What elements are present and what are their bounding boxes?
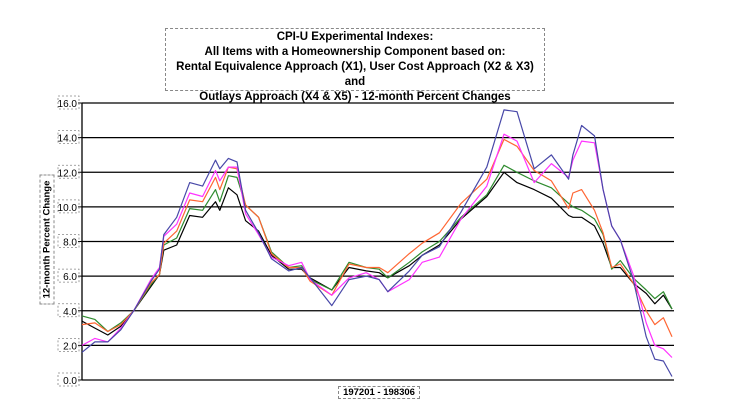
y-tick-label: 16.0: [58, 99, 78, 110]
x-axis-label: 197201 - 198306: [338, 386, 420, 399]
y-tick-box: [57, 303, 80, 318]
title-line: Outlays Approach (X4 & X5) - 12-month Pe…: [199, 91, 511, 103]
y-tick-label: 6.0: [63, 272, 77, 283]
y-axis-label: 12-month Percent Change: [39, 174, 55, 305]
y-tick-box: [57, 268, 80, 283]
y-tick-label: 8.0: [63, 238, 77, 249]
y-tick-box: [57, 164, 80, 179]
y-tick-label: 10.0: [58, 203, 78, 214]
y-tick-box: [57, 95, 80, 110]
y-tick-box: [57, 130, 80, 145]
y-tick-box: [57, 199, 80, 214]
series-line-4: [81, 133, 673, 358]
y-tick-box: [57, 372, 80, 387]
chart-title: CPI-U Experimental Indexes: All Items wi…: [165, 28, 545, 103]
series-line-2: [81, 164, 673, 333]
y-tick-label: 14.0: [58, 134, 78, 145]
series-line-3: [81, 138, 673, 337]
series-line-1: [81, 171, 673, 336]
y-tick-box: [57, 337, 80, 352]
series-line-5: [81, 109, 673, 377]
title-line: CPI-U Experimental Indexes:: [276, 31, 434, 43]
y-tick-label: 4.0: [63, 307, 77, 318]
title-line: All Items with a Homeownership Component…: [204, 46, 506, 58]
y-tick-label: 2.0: [63, 341, 77, 352]
y-tick-box: [57, 234, 80, 248]
title-line: Rental Equivalence Approach (X1), User C…: [176, 61, 534, 88]
y-tick-label: 12.0: [58, 168, 78, 179]
y-tick-label: 0.0: [63, 376, 77, 387]
